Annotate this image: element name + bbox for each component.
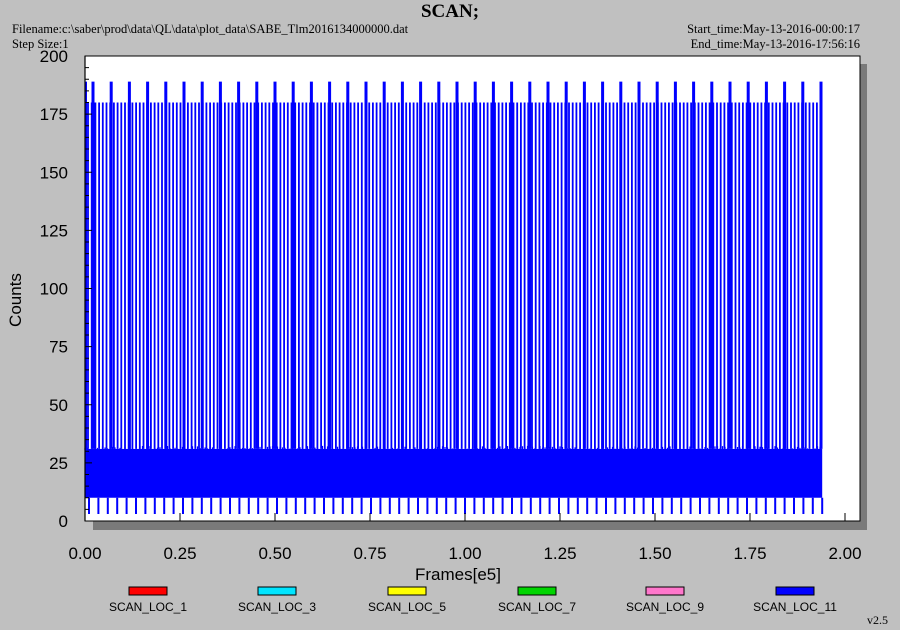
legend-label: SCAN_LOC_11 <box>753 600 837 614</box>
y-tick-label: 150 <box>40 163 68 182</box>
x-tick-label: 0.50 <box>258 544 291 563</box>
x-tick-label: 0.00 <box>68 544 101 563</box>
chart-title: SCAN; <box>420 1 480 22</box>
y-axis-label: Counts <box>6 273 25 327</box>
legend-label: SCAN_LOC_3 <box>238 600 316 614</box>
y-tick-label: 125 <box>40 221 68 240</box>
y-tick-label: 25 <box>49 454 68 473</box>
legend-swatch <box>775 586 815 596</box>
series-scan-loc-11 <box>84 81 824 515</box>
legend-swatch <box>128 586 168 596</box>
x-axis-label: Frames[e5] <box>415 565 501 584</box>
scan-band <box>85 448 823 498</box>
legend-label: SCAN_LOC_7 <box>498 600 576 614</box>
legend-label: SCAN_LOC_9 <box>626 600 704 614</box>
legend: SCAN_LOC_1 SCAN_LOC_3 SCAN_LOC_5 SCAN_LOC_7… <box>109 586 837 614</box>
legend-label: SCAN_LOC_5 <box>368 600 446 614</box>
x-tick-label: 1.75 <box>733 544 766 563</box>
y-tick-label: 100 <box>40 280 68 299</box>
x-tick-label: 0.75 <box>353 544 386 563</box>
legend-swatch <box>387 586 427 596</box>
legend-swatch <box>257 586 297 596</box>
version-label: v2.5 <box>867 613 888 627</box>
y-tick-label: 50 <box>49 396 68 415</box>
x-tick-label: 0.25 <box>163 544 196 563</box>
end-time-label: End_time:May-13-2016-17:56:16 <box>690 37 860 51</box>
step-size-label: Step Size:1 <box>12 37 69 51</box>
y-tick-label: 75 <box>49 338 68 357</box>
x-tick-label: 1.25 <box>543 544 576 563</box>
x-tick-label: 2.00 <box>828 544 861 563</box>
y-tick-label: 0 <box>59 512 68 531</box>
scan-dips <box>88 497 824 515</box>
x-tick-label: 1.00 <box>448 544 481 563</box>
axes: 0 25 50 75 100 125 150 175 200 0.00 0.25 0.50 0.75 1.… <box>40 47 862 563</box>
legend-label: SCAN_LOC_1 <box>109 600 187 614</box>
y-tick-label: 175 <box>40 105 68 124</box>
scan-peaks <box>91 81 823 449</box>
filename-label: Filename:c:\saber\prod\data\QL\data\plot… <box>12 22 409 36</box>
y-tick-label: 200 <box>40 47 68 66</box>
legend-swatch <box>645 586 685 596</box>
start-time-label: Start_time:May-13-2016-00:00:17 <box>687 22 860 36</box>
legend-swatch <box>517 586 557 596</box>
x-tick-label: 1.50 <box>638 544 671 563</box>
